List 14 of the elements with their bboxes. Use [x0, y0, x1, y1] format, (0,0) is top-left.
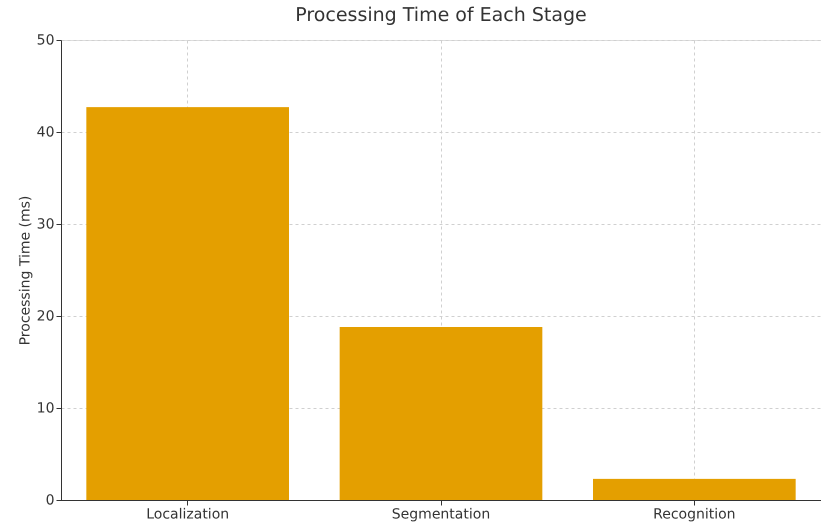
chart-title: Processing Time of Each Stage	[295, 4, 587, 26]
bar	[340, 327, 542, 500]
y-tick-label: 20	[36, 308, 54, 324]
y-tick-label: 10	[36, 400, 54, 416]
y-tick-label: 40	[36, 124, 54, 140]
bar	[86, 107, 289, 500]
y-tick-label: 50	[36, 32, 54, 48]
y-axis-title: Processing Time (ms)	[18, 196, 34, 346]
x-tick-label: Recognition	[653, 506, 736, 522]
y-tick-label: 0	[46, 492, 54, 508]
bar	[593, 478, 796, 500]
x-tick-label: Segmentation	[392, 506, 490, 522]
y-tick-label: 30	[36, 216, 54, 232]
x-tick-label: Localization	[146, 506, 230, 522]
